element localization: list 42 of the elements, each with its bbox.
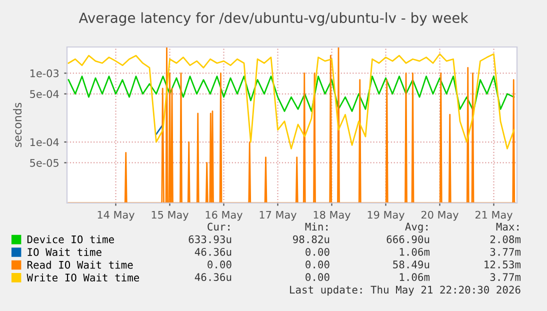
- legend-label: Device IO time: [27, 235, 114, 244]
- chart-title: Average latency for /dev/ubuntu-vg/ubuntu-lv - by week: [78, 12, 468, 26]
- text: 98.82u: [293, 235, 330, 244]
- y-tick-label: 1e-03: [30, 69, 59, 78]
- y-tick-label: 5e-05: [30, 158, 58, 167]
- text: 0.00: [208, 260, 232, 268]
- y-axis-title: seconds: [13, 102, 22, 148]
- text: 0.00: [306, 273, 330, 282]
- line-series: [68, 47, 516, 203]
- text: 12.53m: [484, 260, 521, 268]
- y-tick-label: 1e-04: [30, 138, 59, 146]
- text: 58.49u: [393, 260, 430, 268]
- x-tick-label: 16 May: [206, 210, 242, 221]
- legend-label: Read IO Wait time: [27, 260, 133, 269]
- text: 1.06m: [400, 273, 430, 282]
- line-series: [68, 53, 515, 150]
- text: Last update: Thu May 21 22:20:30 2026: [290, 286, 520, 296]
- x-tick-label: 19 May: [368, 210, 404, 221]
- x-tick-label: 15 May: [152, 210, 188, 221]
- x-tick-label: 17 May: [260, 210, 296, 221]
- x-tick-label: 18 May: [314, 210, 350, 221]
- legend-label: Write IO Wait time: [26, 273, 140, 282]
- text: 46.36u: [194, 248, 232, 256]
- legend-label: IO Wait time: [28, 248, 102, 256]
- text: 0.00: [306, 260, 330, 268]
- x-tick-label: 20 May: [421, 210, 458, 221]
- text: Max:: [496, 222, 518, 231]
- text: 3.77m: [490, 273, 521, 282]
- text: 3.77m: [490, 248, 521, 256]
- text: Min:: [305, 222, 328, 230]
- y-tick-label: 5e-04: [30, 90, 59, 98]
- x-tick-label: 21 May: [475, 210, 512, 221]
- text: 1.06m: [400, 248, 430, 256]
- line-series: [68, 76, 515, 112]
- text: 46.36u: [194, 273, 232, 282]
- text: Cur:: [208, 222, 230, 231]
- text: 0.00: [306, 248, 330, 256]
- text: 633.93u: [188, 235, 232, 244]
- text: Avg:: [405, 222, 428, 233]
- x-tick-label: 14 May: [98, 210, 134, 221]
- text: 2.08m: [490, 235, 521, 244]
- text: 666.90u: [386, 235, 430, 244]
